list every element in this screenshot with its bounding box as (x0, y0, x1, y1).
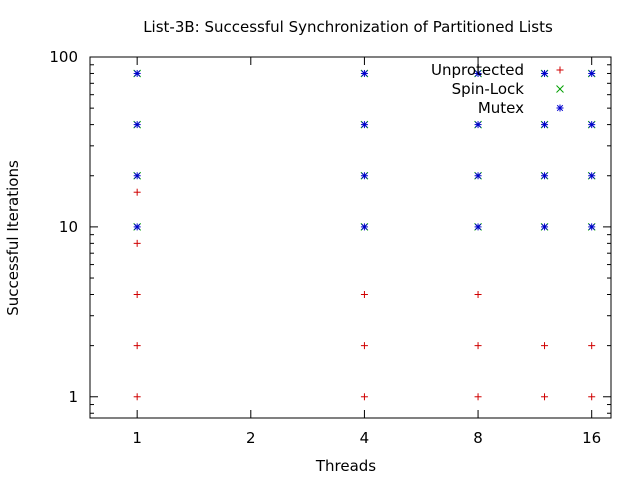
point-mutex (541, 172, 549, 180)
point-unprotected (133, 290, 141, 298)
point-mutex (588, 69, 596, 77)
x-tick-label: 2 (246, 429, 256, 447)
point-mutex (360, 172, 368, 180)
point-unprotected (133, 239, 141, 247)
x-tick-label: 16 (582, 429, 601, 447)
point-mutex (360, 121, 368, 129)
point-mutex (474, 121, 482, 129)
point-mutex (133, 121, 141, 129)
point-unprotected (360, 342, 368, 350)
y-axis-label: Successful Iterations (4, 160, 22, 316)
point-unprotected (360, 393, 368, 401)
point-unprotected (588, 342, 596, 350)
point-mutex (133, 172, 141, 180)
point-mutex (133, 223, 141, 231)
point-mutex (541, 69, 549, 77)
point-mutex (588, 223, 596, 231)
point-unprotected (474, 290, 482, 298)
plot-frame (89, 56, 612, 419)
x-tick-label: 8 (473, 429, 483, 447)
point-mutex (360, 69, 368, 77)
point-mutex (133, 69, 141, 77)
point-mutex (541, 121, 549, 129)
legend-marker-spin-lock (556, 85, 564, 93)
point-mutex (474, 69, 482, 77)
legend-marker-unprotected (556, 66, 564, 74)
point-mutex (588, 121, 596, 129)
legend-label-unprotected: Unprotected (431, 61, 524, 79)
point-unprotected (133, 188, 141, 196)
point-unprotected (360, 290, 368, 298)
point-unprotected (133, 393, 141, 401)
x-tick-label: 4 (360, 429, 370, 447)
point-unprotected (541, 342, 549, 350)
y-tick-label: 10 (59, 218, 78, 236)
point-unprotected (474, 342, 482, 350)
data-points (133, 69, 596, 401)
point-mutex (474, 223, 482, 231)
legend-marker-mutex (556, 104, 564, 112)
x-axis-label: Threads (315, 457, 376, 475)
point-unprotected (133, 342, 141, 350)
point-unprotected (474, 393, 482, 401)
legend-label-spin-lock: Spin-Lock (452, 80, 525, 98)
x-tick-label: 1 (132, 429, 142, 447)
chart-title: List-3B: Successful Synchronization of P… (143, 18, 553, 36)
axis-ticks: 1 2 4 8 16 1 10 100 (49, 48, 611, 447)
legend-label-mutex: Mutex (478, 99, 524, 117)
point-unprotected (541, 393, 549, 401)
point-mutex (588, 172, 596, 180)
point-mutex (474, 172, 482, 180)
y-tick-label: 100 (49, 48, 78, 66)
point-mutex (541, 223, 549, 231)
point-unprotected (588, 393, 596, 401)
y-tick-label: 1 (68, 388, 78, 406)
point-mutex (360, 223, 368, 231)
